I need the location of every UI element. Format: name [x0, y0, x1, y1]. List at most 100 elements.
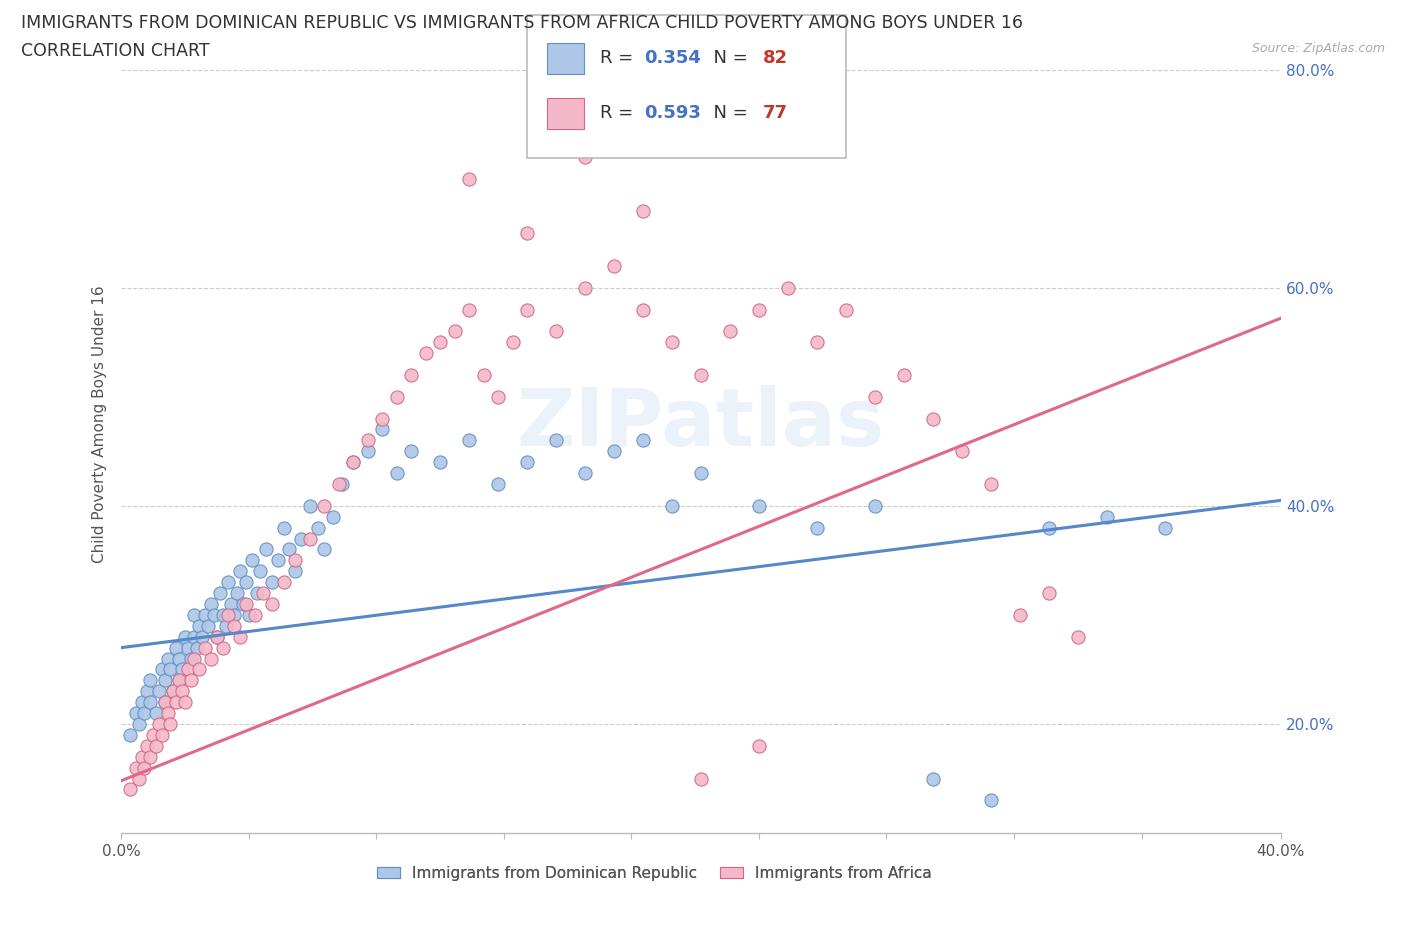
Point [661, 335, 683, 350]
Point [806, 335, 828, 350]
Point [148, 717, 170, 732]
Point [776, 280, 799, 295]
Point [153, 673, 176, 688]
Point [284, 553, 307, 568]
Point [631, 302, 654, 317]
Text: 82: 82 [762, 49, 787, 67]
Point [156, 651, 179, 666]
Point [188, 618, 211, 633]
Point [278, 542, 301, 557]
Point [211, 640, 233, 655]
Point [134, 760, 156, 775]
Point [221, 596, 243, 611]
Point [252, 586, 274, 601]
Point [356, 433, 378, 448]
Point [748, 302, 770, 317]
Point [136, 684, 159, 698]
Point [806, 520, 828, 535]
Point [385, 390, 408, 405]
Point [574, 280, 596, 295]
Point [371, 411, 394, 426]
Point [863, 498, 886, 513]
Point [194, 607, 217, 622]
Point [136, 738, 159, 753]
Point [156, 706, 179, 721]
Point [159, 717, 181, 732]
Point [748, 498, 770, 513]
Point [267, 553, 290, 568]
Point [1153, 520, 1175, 535]
Point [399, 444, 422, 458]
Point [165, 695, 187, 710]
Point [139, 673, 162, 688]
Point [153, 695, 176, 710]
Point [153, 695, 176, 710]
Point [273, 575, 295, 590]
Point [429, 335, 451, 350]
Point [486, 476, 509, 491]
Text: 0.354: 0.354 [644, 49, 702, 67]
Text: CORRELATION CHART: CORRELATION CHART [21, 42, 209, 60]
Point [131, 695, 153, 710]
Point [148, 684, 170, 698]
Point [183, 630, 205, 644]
Point [238, 607, 260, 622]
Point [229, 630, 252, 644]
Point [690, 466, 713, 481]
Point [211, 607, 233, 622]
Point [443, 324, 465, 339]
Point [1038, 520, 1060, 535]
Point [603, 259, 626, 273]
Point [118, 727, 141, 742]
Point [177, 640, 200, 655]
Point [307, 520, 329, 535]
Point [174, 695, 197, 710]
Point [1038, 586, 1060, 601]
Point [229, 564, 252, 578]
Point [415, 346, 437, 361]
Point [205, 630, 228, 644]
Text: N =: N = [702, 49, 754, 67]
Point [167, 651, 190, 666]
Point [232, 596, 254, 611]
Point [186, 640, 208, 655]
Point [159, 662, 181, 677]
Text: R =: R = [600, 104, 640, 122]
Point [125, 706, 148, 721]
Point [118, 782, 141, 797]
Point [128, 717, 150, 732]
Point [458, 171, 481, 186]
Point [226, 586, 249, 601]
Point [516, 226, 538, 241]
Point [150, 662, 173, 677]
Point [183, 651, 205, 666]
Point [342, 455, 364, 470]
Point [502, 335, 524, 350]
Point [863, 390, 886, 405]
Point [131, 750, 153, 764]
Text: IMMIGRANTS FROM DOMINICAN REPUBLIC VS IMMIGRANTS FROM AFRICA CHILD POVERTY AMONG: IMMIGRANTS FROM DOMINICAN REPUBLIC VS IM… [21, 14, 1024, 32]
Point [162, 684, 184, 698]
Point [254, 542, 277, 557]
Point [167, 673, 190, 688]
Point [235, 596, 257, 611]
Point [240, 553, 263, 568]
Point [458, 302, 481, 317]
Point [516, 455, 538, 470]
Point [661, 498, 683, 513]
Point [330, 476, 353, 491]
Point [162, 684, 184, 698]
Point [194, 640, 217, 655]
Point [177, 662, 200, 677]
Point [273, 520, 295, 535]
FancyBboxPatch shape [547, 98, 583, 128]
Point [125, 760, 148, 775]
Point [165, 640, 187, 655]
Point [150, 727, 173, 742]
Point [243, 607, 266, 622]
Point [472, 367, 495, 382]
Point [690, 367, 713, 382]
Point [314, 498, 336, 513]
Text: 0.593: 0.593 [644, 104, 702, 122]
Point [399, 367, 422, 382]
